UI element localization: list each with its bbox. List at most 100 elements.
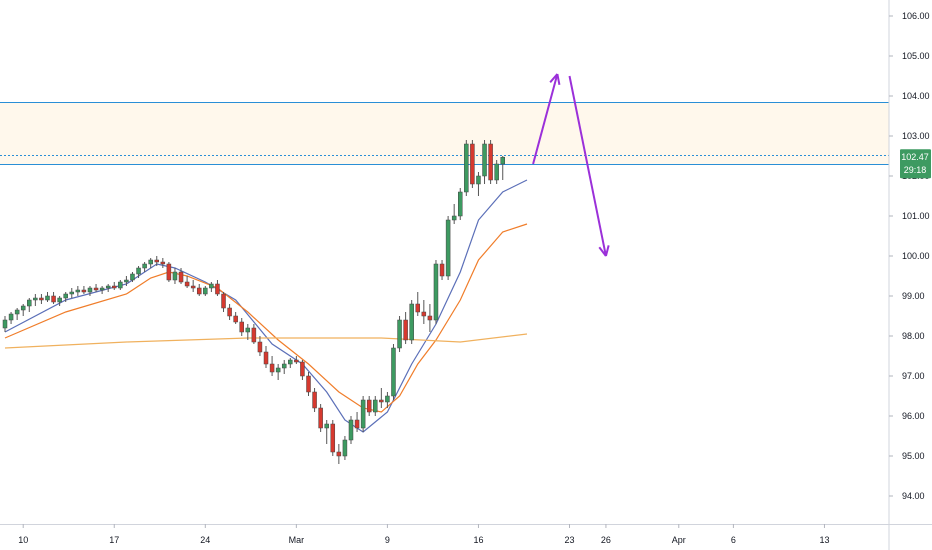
- candle-body: [172, 271, 178, 281]
- candle: [130, 272, 135, 282]
- candlesticks: [2, 140, 505, 464]
- candle: [57, 296, 62, 306]
- candle: [69, 288, 75, 298]
- candle: [203, 286, 208, 296]
- candle-body: [142, 263, 147, 269]
- candle: [178, 268, 184, 284]
- candle-body: [69, 291, 75, 295]
- candle-body: [464, 143, 469, 193]
- candle: [184, 276, 190, 288]
- price-tick-label: 101.00: [902, 211, 930, 221]
- candle-body: [136, 267, 141, 275]
- candle: [464, 140, 469, 196]
- candle-body: [87, 287, 93, 293]
- candle: [8, 312, 14, 324]
- candle: [251, 324, 257, 344]
- candle: [154, 256, 159, 266]
- candle: [257, 336, 263, 356]
- candle-body: [269, 363, 275, 373]
- price-tick-label: 98.00: [902, 331, 925, 341]
- candle: [124, 276, 129, 286]
- candle-body: [63, 293, 68, 299]
- last-price-badge: 102.47 29:18: [900, 149, 931, 179]
- candle: [306, 372, 311, 396]
- candle-body: [33, 297, 38, 301]
- candle-body: [51, 295, 56, 303]
- candle-body: [324, 423, 329, 429]
- candle: [470, 140, 475, 188]
- candle: [39, 294, 44, 304]
- projection-arrow: [532, 73, 559, 165]
- time-tick-label: 16: [473, 535, 483, 545]
- projection-arrow-head: [598, 246, 607, 257]
- candle: [415, 292, 421, 316]
- candle: [379, 388, 384, 408]
- candle-body: [421, 311, 427, 317]
- price-tick-label: 97.00: [902, 371, 925, 381]
- candle-body: [263, 351, 269, 365]
- candle-body: [476, 175, 481, 185]
- time-tick-label: 10: [18, 535, 28, 545]
- candle-body: [39, 297, 44, 301]
- candle-body: [385, 395, 390, 403]
- time-tick-label: Apr: [672, 535, 686, 545]
- price-tick-label: 103.00: [902, 131, 930, 141]
- candle: [360, 396, 366, 432]
- candle: [433, 260, 439, 324]
- candle-body: [294, 359, 299, 363]
- time-tick-label: Mar: [289, 535, 305, 545]
- candle: [221, 292, 226, 312]
- candle: [136, 266, 141, 278]
- price-tick-label: 95.00: [902, 451, 925, 461]
- candle: [196, 284, 202, 296]
- candle: [233, 312, 238, 324]
- candle: [27, 298, 32, 312]
- candle-body: [427, 315, 433, 321]
- price-tick-label: 96.00: [902, 411, 925, 421]
- candle-body: [403, 319, 408, 341]
- time-axis: 10 17 24 Mar 9 16 23 26 Apr 6 13: [18, 524, 829, 545]
- candle-body: [154, 259, 159, 263]
- candle: [421, 300, 427, 324]
- candle-body: [330, 423, 336, 453]
- candle-body: [482, 143, 487, 177]
- candle-body: [439, 263, 445, 277]
- candle: [20, 304, 26, 316]
- candle: [336, 444, 342, 464]
- candle-body: [57, 297, 62, 303]
- candle: [391, 344, 396, 400]
- candle-body: [409, 303, 414, 341]
- candle: [33, 294, 38, 306]
- candle: [93, 284, 99, 292]
- candle: [160, 258, 166, 268]
- candle: [403, 312, 408, 344]
- candle: [63, 292, 68, 302]
- candle: [458, 188, 463, 220]
- candle: [409, 300, 414, 344]
- candle-body: [415, 303, 421, 313]
- candle: [45, 292, 50, 302]
- candle-body: [445, 219, 451, 277]
- candle-body: [336, 451, 342, 457]
- candle: [239, 318, 244, 336]
- candle-body: [178, 271, 184, 283]
- time-tick-label: 13: [819, 535, 829, 545]
- candle-body: [27, 299, 32, 307]
- candle-body: [342, 439, 348, 457]
- candle: [324, 420, 329, 444]
- candle: [263, 346, 269, 368]
- price-tick-label: 105.00: [902, 51, 930, 61]
- candle-body: [209, 283, 214, 289]
- candle-body: [360, 399, 366, 429]
- candle-body: [391, 347, 396, 397]
- candle-body: [379, 399, 384, 403]
- candle: [281, 360, 287, 374]
- candle-body: [373, 399, 378, 413]
- candle: [312, 388, 317, 412]
- candle: [269, 356, 275, 376]
- candle-body: [105, 285, 111, 289]
- candle-body: [397, 319, 402, 349]
- candle: [2, 316, 8, 332]
- candle: [318, 404, 323, 432]
